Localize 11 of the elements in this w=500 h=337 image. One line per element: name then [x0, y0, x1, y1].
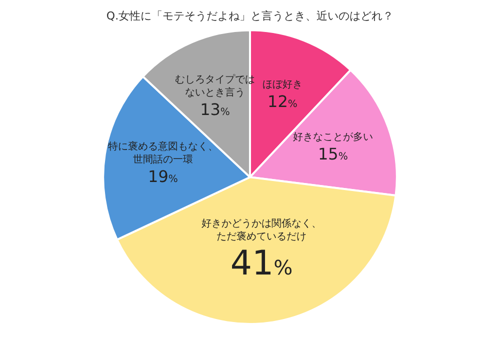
data-label: 19%: [148, 166, 178, 186]
slice-label: ほぼ好き: [262, 80, 302, 91]
data-label: 13%: [200, 100, 230, 119]
slice-label: 特に褒める意図もなく、世間話の一環: [108, 140, 218, 166]
slice-label: 好きかどうかは関係なく、ただ褒めているだけ: [201, 218, 322, 243]
slice-label: むしろタイプではないとき言う: [174, 73, 255, 98]
data-label: 12%: [268, 92, 298, 112]
data-label: 41%: [230, 244, 293, 284]
chart-title: Q.女性に「モテそうだよね」と言うとき、近いのはどれ？: [106, 9, 394, 22]
slice-label: 好きなことが多い: [292, 130, 373, 143]
data-label: 15%: [318, 144, 348, 164]
